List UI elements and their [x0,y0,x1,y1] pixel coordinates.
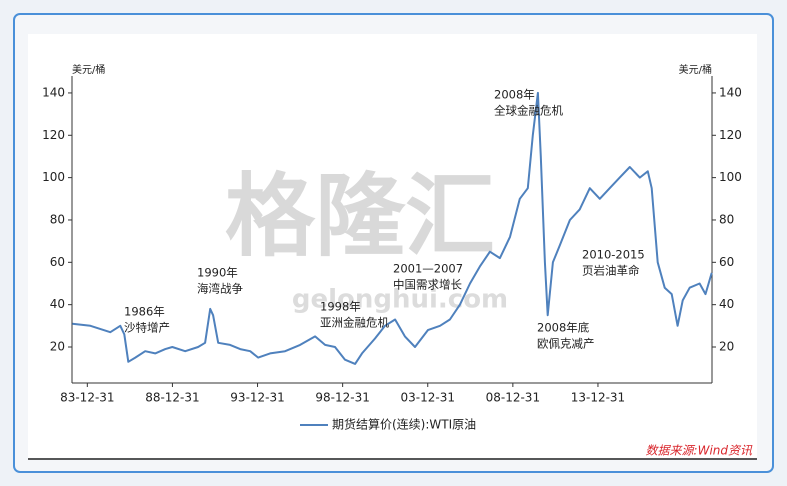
y2-tick-label: 100 [719,170,742,184]
series-line [72,91,713,365]
y2-tick-label: 60 [719,255,734,269]
y2-tick-label: 120 [719,128,742,142]
annotation-title: 2010-2015 [582,248,645,262]
annotation-text: 欧佩克减产 [537,337,595,351]
watermark: 格隆汇 [225,164,495,269]
legend-label: 期货结算价(连续):WTI原油 [332,417,476,432]
x-tick-label: 13-12-31 [571,391,625,405]
x-tick-label: 88-12-31 [145,391,199,405]
y-tick-label: 100 [42,170,65,184]
y-tick-label: 80 [50,212,65,226]
y-tick-label: 20 [50,340,65,354]
y-tick-label: 40 [50,297,65,311]
x-tick-label: 98-12-31 [315,391,369,405]
annotation-title: 1998年 [320,300,361,314]
watermark-url: gelonghui.com [292,285,508,315]
x-tick-label: 08-12-31 [486,391,540,405]
y2-axis-label: 美元/桶 [679,63,712,76]
annotation-title: 1990年 [197,266,238,280]
y-tick-label: 140 [42,85,65,99]
x-tick-label: 03-12-31 [401,391,455,405]
y-tick-label: 120 [42,128,65,142]
source: 数据来源:Wind资讯 [646,444,753,458]
y2-tick-label: 20 [719,340,734,354]
y-axis-label: 美元/桶 [72,63,105,76]
annotation-title: 2001—2007 [393,262,463,276]
x-tick-label: 83-12-31 [60,391,114,405]
annotation-title: 1986年 [124,305,165,319]
y-tick-label: 60 [50,255,65,269]
y2-tick-label: 140 [719,85,742,99]
annotation-text: 全球金融危机 [494,104,563,118]
annotation-text: 沙特增产 [124,321,170,335]
annotation-title: 2008年 [494,88,535,102]
annotation-title: 2008年底 [537,321,590,335]
annotation-text: 中国需求增长 [393,278,462,292]
annotation-text: 亚洲金融危机 [320,316,389,330]
annotation-text: 海湾战争 [197,282,243,296]
y2-tick-label: 80 [719,212,734,226]
x-tick-label: 93-12-31 [230,391,284,405]
y2-tick-label: 40 [719,297,734,311]
annotation-text: 页岩油革命 [582,264,640,278]
panel [28,34,757,458]
